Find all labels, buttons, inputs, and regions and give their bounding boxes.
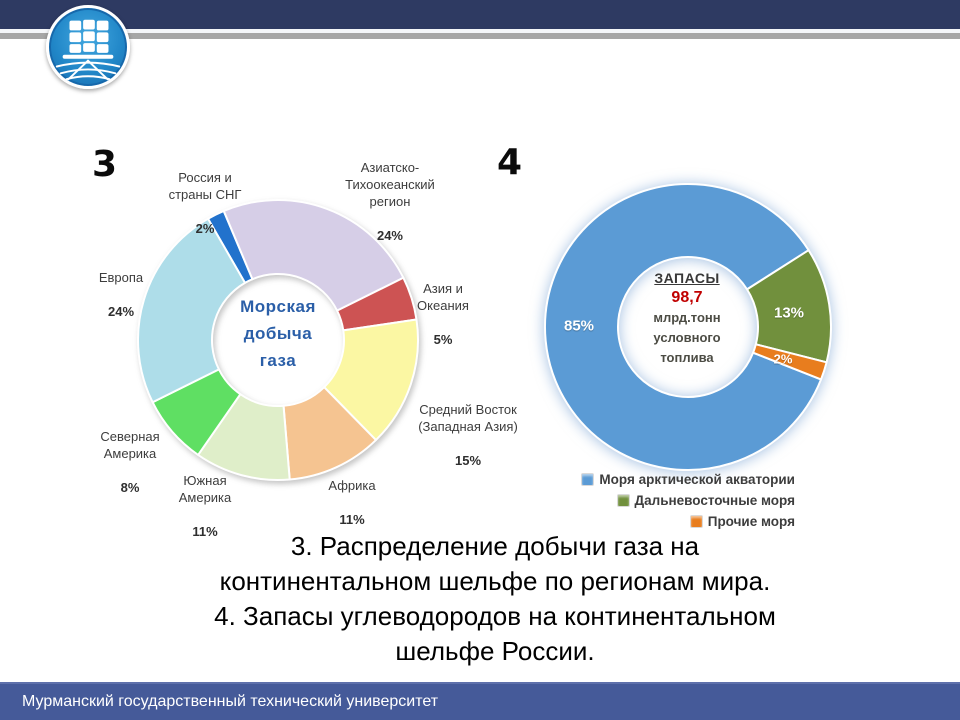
slice-label-europe: Европа 24%	[99, 252, 143, 337]
reserves-value: 98,7	[671, 289, 703, 306]
slice-label-text: Средний Восток (Западная Азия)	[418, 402, 518, 434]
chart3-center-title: Морская добыча газа	[240, 297, 316, 370]
figure4-number: 4	[497, 142, 522, 183]
pie-slice	[137, 217, 246, 404]
slice-pct-other: 2%	[773, 351, 793, 367]
reserves-unit: млрд.тонн условного топлива	[653, 310, 721, 365]
reserves-title: ЗАПАСЫ	[654, 270, 720, 286]
slice-label-pct: 15%	[454, 453, 482, 468]
pie-slice	[222, 199, 405, 312]
slice-label-text: Европа	[98, 270, 144, 285]
slice-label-text: Южная Америка	[178, 473, 232, 505]
header-bar	[0, 0, 960, 29]
slice-label-text: Азиатско- Тихоокеанский регион	[345, 160, 435, 209]
slice-label-asia-oceania: Азия и Океания 5%	[417, 263, 469, 365]
pie-slice	[752, 343, 828, 381]
legend-item-arctic: Моря арктической акватории	[582, 470, 795, 488]
slice-label-africa: Африка 11%	[328, 460, 375, 545]
slice-label-pct: 24%	[376, 228, 404, 243]
pie-slice	[544, 183, 823, 471]
chart4-center-block: ЗАПАСЫ 98,7 млрд.тонн условного топлива	[653, 269, 720, 368]
legend-label: Дальневосточные моря	[634, 492, 795, 508]
slice-label-text: Азия и Океания	[417, 281, 469, 313]
slice-label-text: Северная Америка	[100, 429, 160, 461]
legend-item-other: Прочие моря	[582, 512, 795, 530]
slice-label-pct: 24%	[107, 304, 135, 319]
university-logo-icon	[46, 5, 130, 89]
chart4-legend: Моря арктической акватории Дальневосточн…	[582, 470, 795, 530]
slice-label-pct: 11%	[192, 524, 218, 539]
slice-pct-arctic: 85%	[563, 317, 595, 335]
legend-label: Моря арктической акватории	[599, 471, 795, 487]
slice-label-pct: 8%	[120, 480, 140, 495]
footer-university-name: Мурманский государственный технический у…	[22, 693, 439, 710]
donut-chart-gas-production	[137, 199, 419, 481]
figure-caption: 3. Распределение добычи газа на континен…	[214, 531, 776, 666]
slice-label-south-america: Южная Америка 11%	[179, 455, 232, 557]
legend-swatch-blue-icon	[582, 473, 594, 485]
header-stripe-light	[0, 29, 960, 33]
ship-emblem-icon	[55, 19, 121, 81]
slice-label-text: Африка	[328, 478, 376, 493]
slice-label-text: Россия и страны СНГ	[168, 170, 242, 202]
legend-label: Прочие моря	[707, 513, 795, 529]
figure3-number: 3	[92, 144, 117, 185]
slice-label-pct: 11%	[339, 512, 365, 527]
footer-bar: Мурманский государственный технический у…	[0, 682, 960, 720]
slice-label-russia-cis: Россия и страны СНГ 2%	[169, 152, 242, 254]
slice-label-pct: 2%	[195, 221, 215, 236]
slice-label-pct: 5%	[433, 332, 453, 347]
legend-item-fareast: Дальневосточные моря	[582, 491, 795, 509]
legend-swatch-green-icon	[617, 494, 629, 506]
slice-label-asia-pacific: Азиатско- Тихоокеанский регион 24%	[345, 142, 435, 261]
legend-swatch-orange-icon	[690, 515, 702, 527]
slice-pct-fareast: 13%	[773, 304, 805, 322]
slice-label-north-america: Северная Америка 8%	[100, 411, 159, 513]
donut-chart-reserves	[544, 183, 832, 471]
header-stripe-gray	[0, 33, 960, 39]
slice-label-middle-east: Средний Восток (Западная Азия) 15%	[418, 384, 518, 486]
